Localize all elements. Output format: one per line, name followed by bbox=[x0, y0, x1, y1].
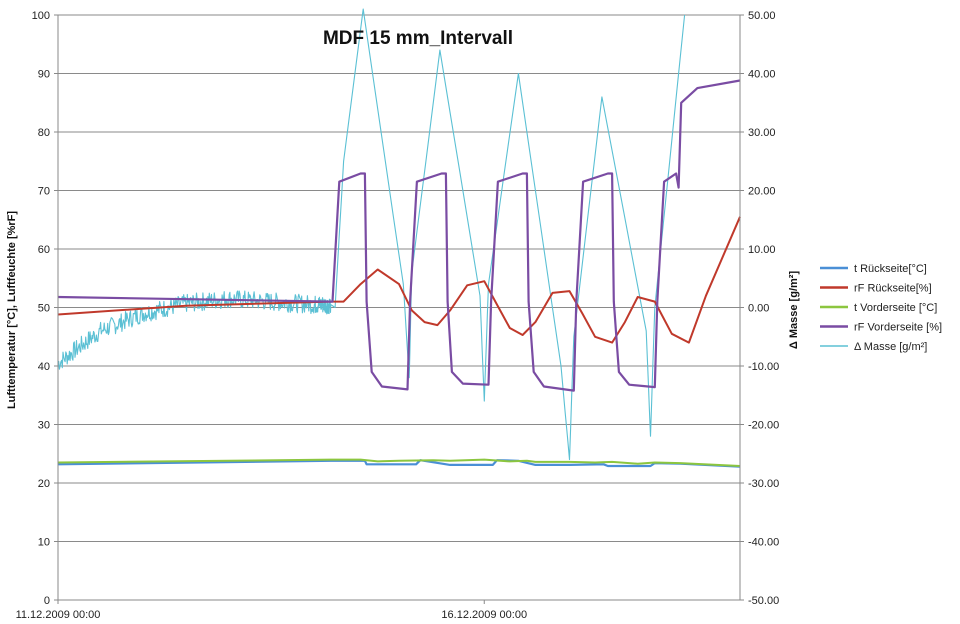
x-tick-label: 16.12.2009 00:00 bbox=[441, 609, 527, 621]
y-tick-label: 30 bbox=[38, 420, 50, 432]
y-tick-label: 0 bbox=[44, 595, 50, 607]
x-tick-label: 11.12.2009 00:00 bbox=[16, 609, 101, 621]
y2-tick-label: -20.00 bbox=[748, 420, 779, 432]
y-tick-label: 70 bbox=[38, 186, 50, 198]
tick-labels: 0 10 20 30 40 50 60 70 80 90 100 -50.00 -40.00 -30.00… bbox=[16, 10, 780, 621]
series-line-3 bbox=[57, 79, 741, 392]
series-line-1 bbox=[57, 216, 741, 344]
legend-label: Δ Masse [g/m²] bbox=[854, 341, 927, 353]
y2-tick-label: 50.00 bbox=[748, 10, 776, 22]
series-lines bbox=[57, 8, 741, 468]
y2-tick-label: -10.00 bbox=[748, 361, 779, 373]
series-line-4 bbox=[57, 8, 686, 461]
y-tick-label: 10 bbox=[38, 537, 50, 549]
y2-tick-label: 40.00 bbox=[748, 69, 776, 81]
y2-tick-label: 0.00 bbox=[748, 303, 769, 315]
legend-label: rF Vorderseite [%] bbox=[854, 322, 942, 334]
y-tick-label: 20 bbox=[38, 478, 50, 490]
y-tick-label: 50 bbox=[38, 303, 50, 315]
legend: t Rückseite[°C] rF Rückseite[%] t Vorderse… bbox=[820, 263, 942, 353]
y-axis-title: Lufttemperatur [°C], Luftfeuchte [%rF] bbox=[6, 211, 18, 409]
y2-tick-label: 20.00 bbox=[748, 186, 776, 198]
y-tick-label: 40 bbox=[38, 361, 50, 373]
y2-tick-label: -40.00 bbox=[748, 537, 779, 549]
y2-axis-title: Δ Masse [g/m²] bbox=[788, 271, 800, 350]
y2-tick-label: 30.00 bbox=[748, 127, 776, 139]
legend-label: rF Rückseite[%] bbox=[854, 283, 932, 295]
legend-label: t Rückseite[°C] bbox=[854, 263, 927, 275]
chart-title: MDF 15 mm_Intervall bbox=[323, 28, 513, 49]
y2-tick-label: -50.00 bbox=[748, 595, 779, 607]
y2-tick-label: -30.00 bbox=[748, 478, 779, 490]
gridlines bbox=[54, 14, 744, 604]
y-tick-label: 60 bbox=[38, 244, 50, 256]
axes bbox=[57, 15, 741, 601]
y-tick-label: 100 bbox=[32, 10, 50, 22]
y-tick-label: 80 bbox=[38, 127, 50, 139]
series-line-2 bbox=[57, 458, 741, 467]
legend-label: t Vorderseite [°C] bbox=[854, 302, 937, 314]
y2-tick-label: 10.00 bbox=[748, 244, 776, 256]
y-tick-label: 90 bbox=[38, 69, 50, 81]
